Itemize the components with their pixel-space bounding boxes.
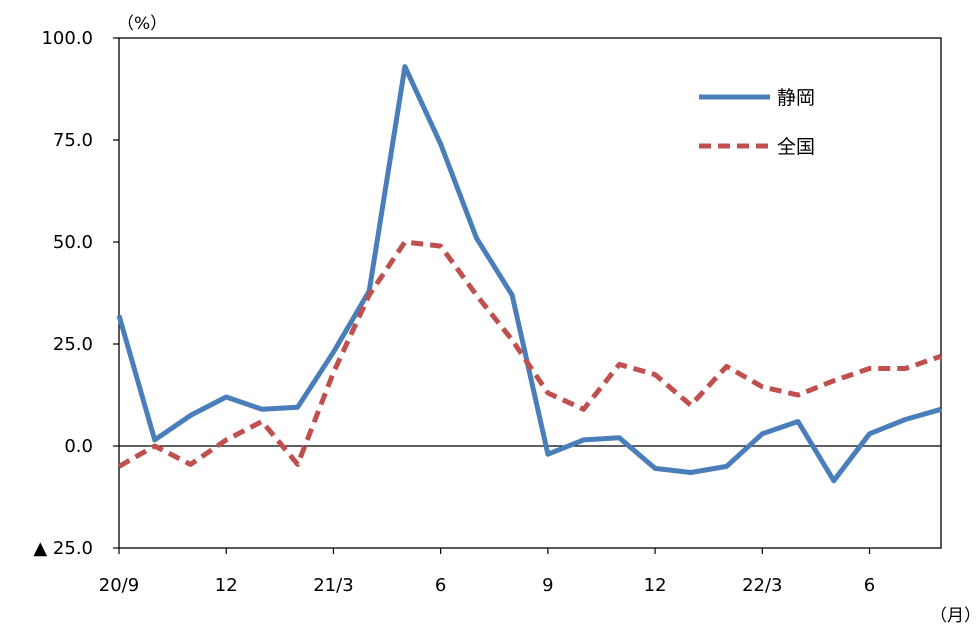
x-tick-label: 21/3 (313, 575, 353, 596)
plot-area (118, 37, 942, 549)
x-tick-label: 20/9 (99, 575, 139, 596)
series-line-1 (117, 239, 942, 469)
legend-label-zenkoku: 全国 (777, 136, 815, 158)
y-tick-label: 0.0 (64, 436, 93, 457)
x-tick-label: 22/3 (742, 575, 782, 596)
x-axis: 20/9 12 21/3 6 9 12 22/3 6 (99, 548, 875, 596)
y-axis: 100.0 75.0 50.0 25.0 0.0 ▲ 25.0 (33, 28, 119, 559)
y-tick-label: 50.0 (53, 232, 93, 253)
series-line-0 (116, 64, 942, 484)
y-tick-label: 100.0 (41, 28, 93, 49)
legend: 静岡 全国 (699, 87, 815, 158)
x-unit-label: （月） (930, 606, 977, 626)
series-layer (116, 64, 942, 484)
y-tick-label: 25.0 (53, 334, 93, 355)
x-tick-label: 12 (215, 575, 238, 596)
y-tick-label: ▲ 25.0 (33, 538, 93, 559)
x-tick-label: 6 (435, 575, 446, 596)
x-tick-label: 9 (542, 575, 553, 596)
x-tick-label: 6 (864, 575, 875, 596)
legend-label-shizuoka: 静岡 (777, 87, 815, 109)
y-unit-label: （%） (117, 14, 167, 34)
y-tick-label: 75.0 (53, 130, 93, 151)
x-tick-label: 12 (644, 575, 667, 596)
